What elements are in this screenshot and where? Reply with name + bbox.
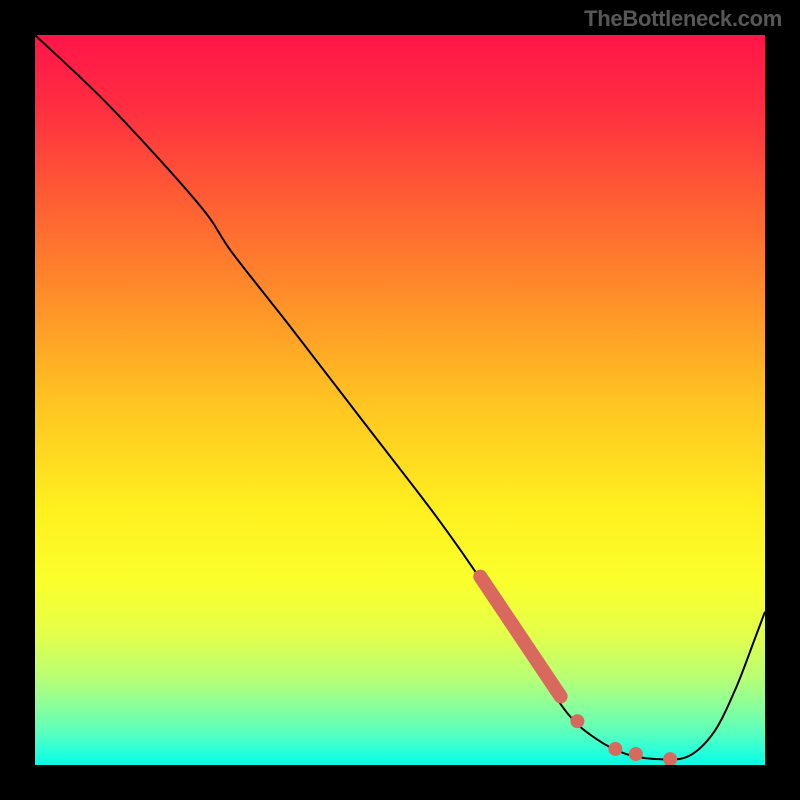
highlight-dot bbox=[663, 752, 677, 765]
chart-overlay bbox=[35, 35, 765, 765]
highlight-dot bbox=[629, 747, 643, 761]
plot-area bbox=[35, 35, 765, 765]
highlight-dot bbox=[570, 714, 584, 728]
highlight-stroke bbox=[480, 577, 560, 697]
highlight-dots bbox=[570, 714, 677, 765]
bottleneck-curve bbox=[35, 35, 765, 760]
watermark-text: TheBottleneck.com bbox=[584, 6, 782, 32]
highlight-dot bbox=[608, 742, 622, 756]
